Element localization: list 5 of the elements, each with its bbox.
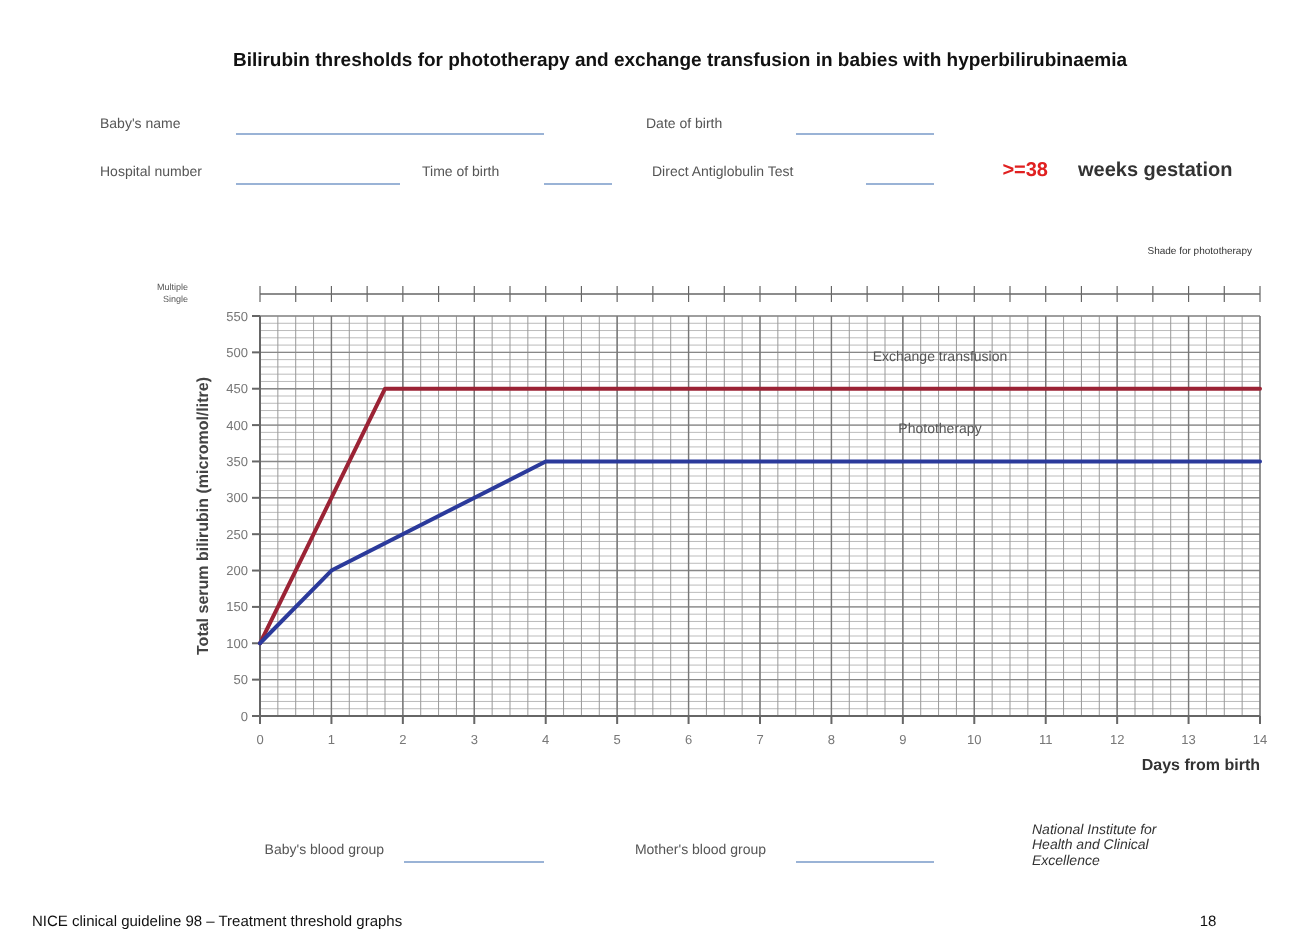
y-axis-title: Total serum bilirubin (micromol/litre) — [194, 376, 212, 655]
text: >=38 — [1002, 160, 1049, 182]
text: weeks gestation — [1076, 160, 1233, 182]
chart-title: Bilirubin thresholds for phototherapy and exchange transfusion in babies with hyperbilirubinaemia — [232, 50, 1129, 72]
x-axis-title: Days from birth — [1141, 756, 1261, 774]
